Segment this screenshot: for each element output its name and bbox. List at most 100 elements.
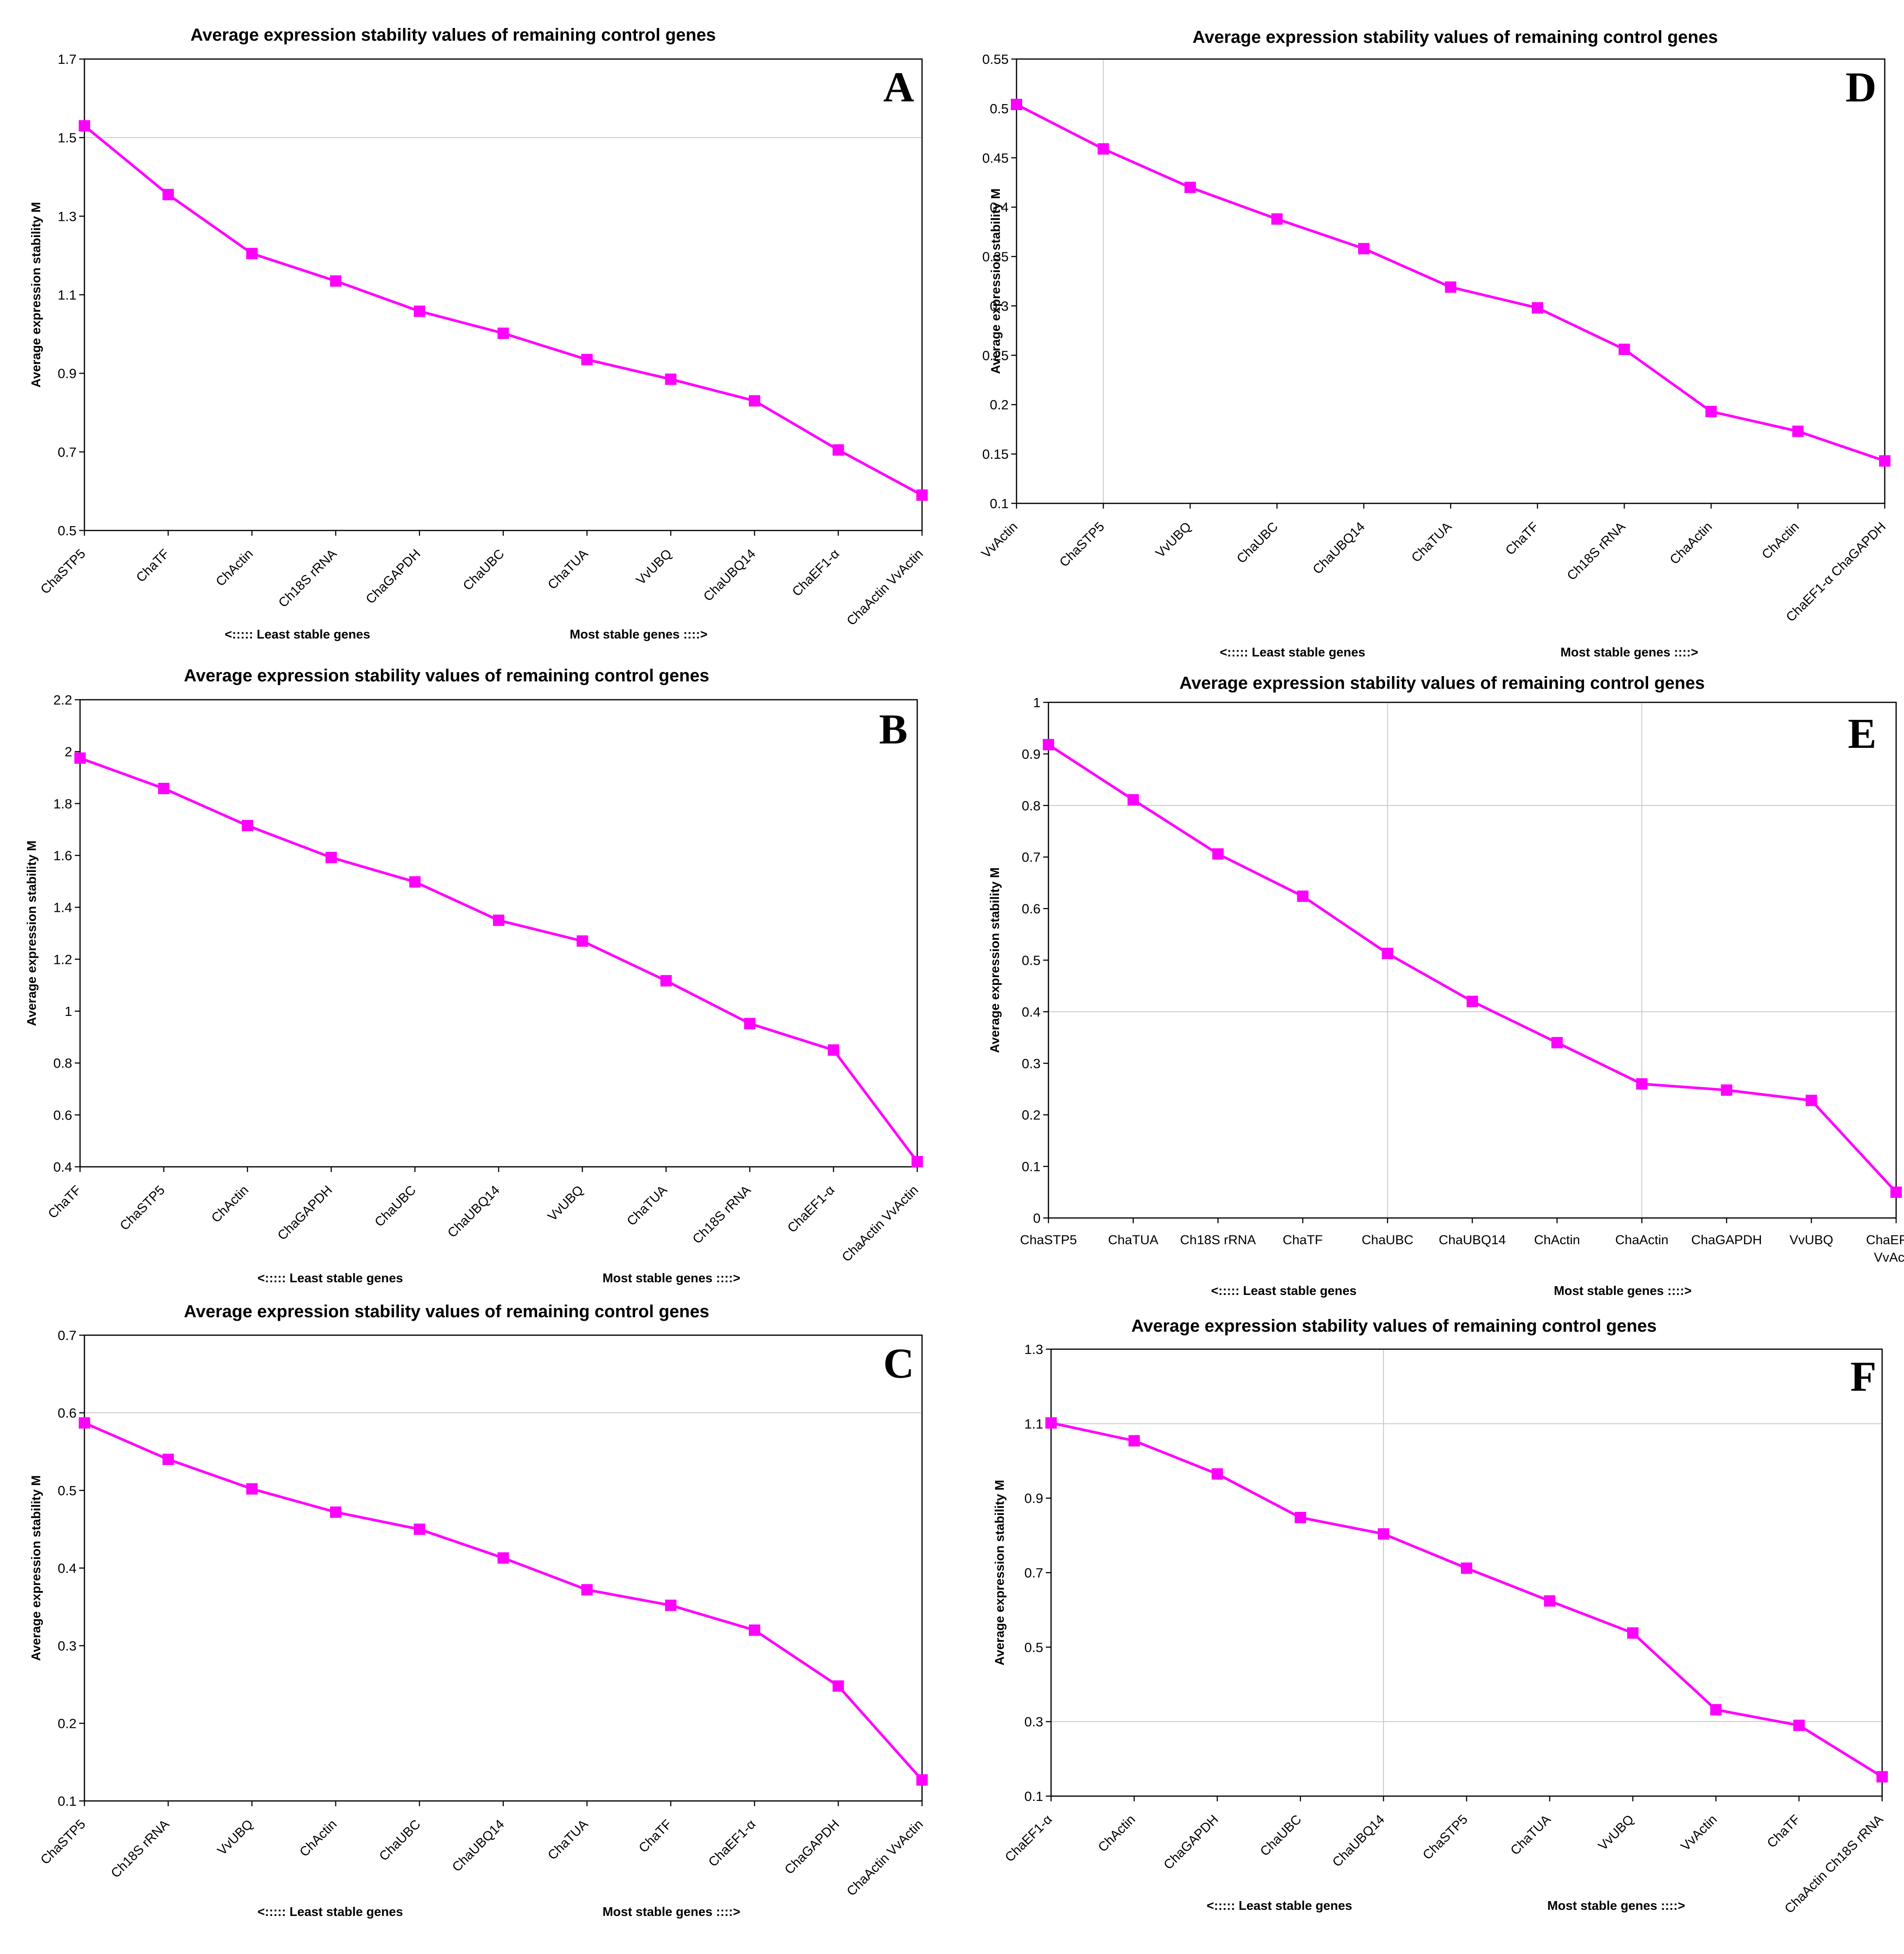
x-tick-label: ChaActin [1615,1233,1669,1247]
data-point-marker [1212,1468,1223,1480]
x-tick-label: ChaActin [1667,520,1715,567]
y-tick-label: 0.25 [982,348,1009,363]
chart-c: Average expression stability values of r… [29,1302,928,1919]
chart-title: Average expression stability values of r… [190,25,716,45]
panel-f: Average expression stability values of r… [940,1303,1904,1954]
x-tick-label: VvUBQ [545,1183,586,1224]
y-tick-label: 0.3 [1024,1714,1043,1730]
data-point-marker [1127,794,1139,806]
x-tick-label: ChaTUA [1508,1812,1554,1858]
data-point-marker [1297,890,1309,902]
x-tick-label: VvActin [979,520,1020,561]
y-tick-label: 1.3 [58,209,77,224]
data-point-marker [325,851,337,863]
x-tick-label: ChaUBC [1258,1812,1304,1859]
x-tick-label: ChActin [209,1183,252,1226]
x-tick-label: ChaGAPDH [275,1183,335,1243]
y-tick-label: 0.4 [1022,1004,1041,1019]
panel-a: Average expression stability values of r… [0,0,940,643]
x-tick-label: ChaSTP5 [38,1817,88,1867]
y-tick-label: 0.9 [1024,1491,1043,1506]
x-tick-label: VvUBQ [215,1817,256,1858]
panel-letter: C [883,1340,914,1387]
most-stable-label: Most stable genes ::::> [569,628,707,642]
data-point-marker [1467,995,1478,1007]
y-tick-label: 0.5 [58,1483,77,1498]
y-tick-label: 2 [65,744,72,760]
x-tick-label: ChActin [1534,1233,1580,1247]
data-point-marker [330,1506,342,1518]
y-tick-label: 0.5 [58,523,77,538]
data-point-marker [581,354,593,366]
chart-e: Average expression stability values of r… [988,673,1904,1298]
plot-area [1016,58,1886,504]
x-tick-label: ChaTF [1503,520,1541,558]
data-point-marker [241,820,253,831]
panel-letter: D [1845,64,1876,111]
data-point-marker [1793,1720,1805,1731]
data-point-marker [1011,98,1022,110]
y-tick-label: 0.9 [58,366,77,381]
data-point-marker [1445,281,1457,293]
y-tick-label: 1.1 [1024,1416,1043,1431]
x-tick-label: Ch18S rRNA [276,547,339,611]
most-stable-label: Most stable genes ::::> [1560,646,1698,659]
x-tick-label: ChaUBC [377,1817,423,1864]
y-tick-label: 0.4 [53,1159,72,1175]
y-tick-label: 0.15 [982,447,1009,462]
y-tick-label: 0.6 [58,1406,77,1421]
panel-letter: F [1850,1353,1876,1400]
data-point-marker [1890,1186,1902,1198]
data-point-marker [576,935,588,947]
y-tick-label: 0.5 [1024,1640,1043,1655]
panel-c: Average expression stability values of r… [0,1290,940,1954]
panel-e: Average expression stability values of r… [940,665,1904,1303]
y-tick-label: 0.8 [1022,798,1041,813]
x-tick-label: Ch18S rRNA [690,1183,754,1247]
y-tick-label: 0.7 [58,1328,77,1343]
panel-b: Average expression stability values of r… [0,643,940,1290]
data-point-marker [1271,213,1283,225]
chart-title: Average expression stability values of r… [1192,28,1718,47]
x-tick-label: ChaEF1-α [1002,1812,1055,1865]
x-tick-label: ChActin [1759,520,1802,562]
plot-area [84,1334,923,1802]
y-tick-label: 0 [1033,1211,1041,1226]
data-point-marker [1184,181,1196,193]
x-tick-label: ChaActin Ch18S rRNA [1782,1812,1886,1916]
most-stable-label: Most stable genes ::::> [602,1905,740,1919]
panel-letter: A [883,64,914,111]
y-axis-label: Average expression stability M [989,188,1003,374]
data-point-marker [832,1680,844,1692]
chart-f: Average expression stability values of r… [993,1316,1888,1916]
data-point-marker [1461,1562,1472,1574]
x-tick-label: ChaTF [636,1817,674,1856]
least-stable-label: <::::: Least stable genes [1211,1284,1357,1298]
y-tick-label: 0.3 [58,1638,77,1654]
x-tick-label: ChaGAPDH [782,1817,842,1877]
data-point-marker [916,489,928,501]
y-tick-label: 0.7 [1024,1565,1043,1581]
data-point-marker [749,395,760,407]
data-point-marker [1295,1511,1306,1523]
y-tick-label: 0.55 [982,52,1009,67]
x-tick-label: Ch18S rRNA [108,1817,172,1881]
data-point-marker [581,1584,593,1596]
data-point-marker [1792,426,1804,437]
y-axis-label: Average expression stability M [25,841,39,1026]
x-tick-label: ChaActin VvActin [844,1817,926,1899]
x-tick-label: ChaUBC [1362,1233,1413,1247]
x-tick-label: ChaSTP5 [1020,1233,1077,1247]
x-tick-label: ChActin [1095,1812,1138,1855]
data-point-marker [414,305,425,317]
x-tick-label: ChaUBC [1234,520,1281,566]
data-point-marker [1382,948,1394,960]
data-point-marker [79,120,90,132]
x-tick-label: ChaTF [1764,1812,1803,1851]
x-tick-label: ChaTF [1283,1233,1323,1247]
x-tick-label: ChaTUA [545,1817,591,1863]
data-point-marker [1212,848,1224,860]
y-axis-label: Average expression stability M [993,1480,1007,1665]
x-tick-label: ChaUBQ14 [1310,520,1368,577]
x-tick-label: ChaGAPDH [363,547,423,607]
